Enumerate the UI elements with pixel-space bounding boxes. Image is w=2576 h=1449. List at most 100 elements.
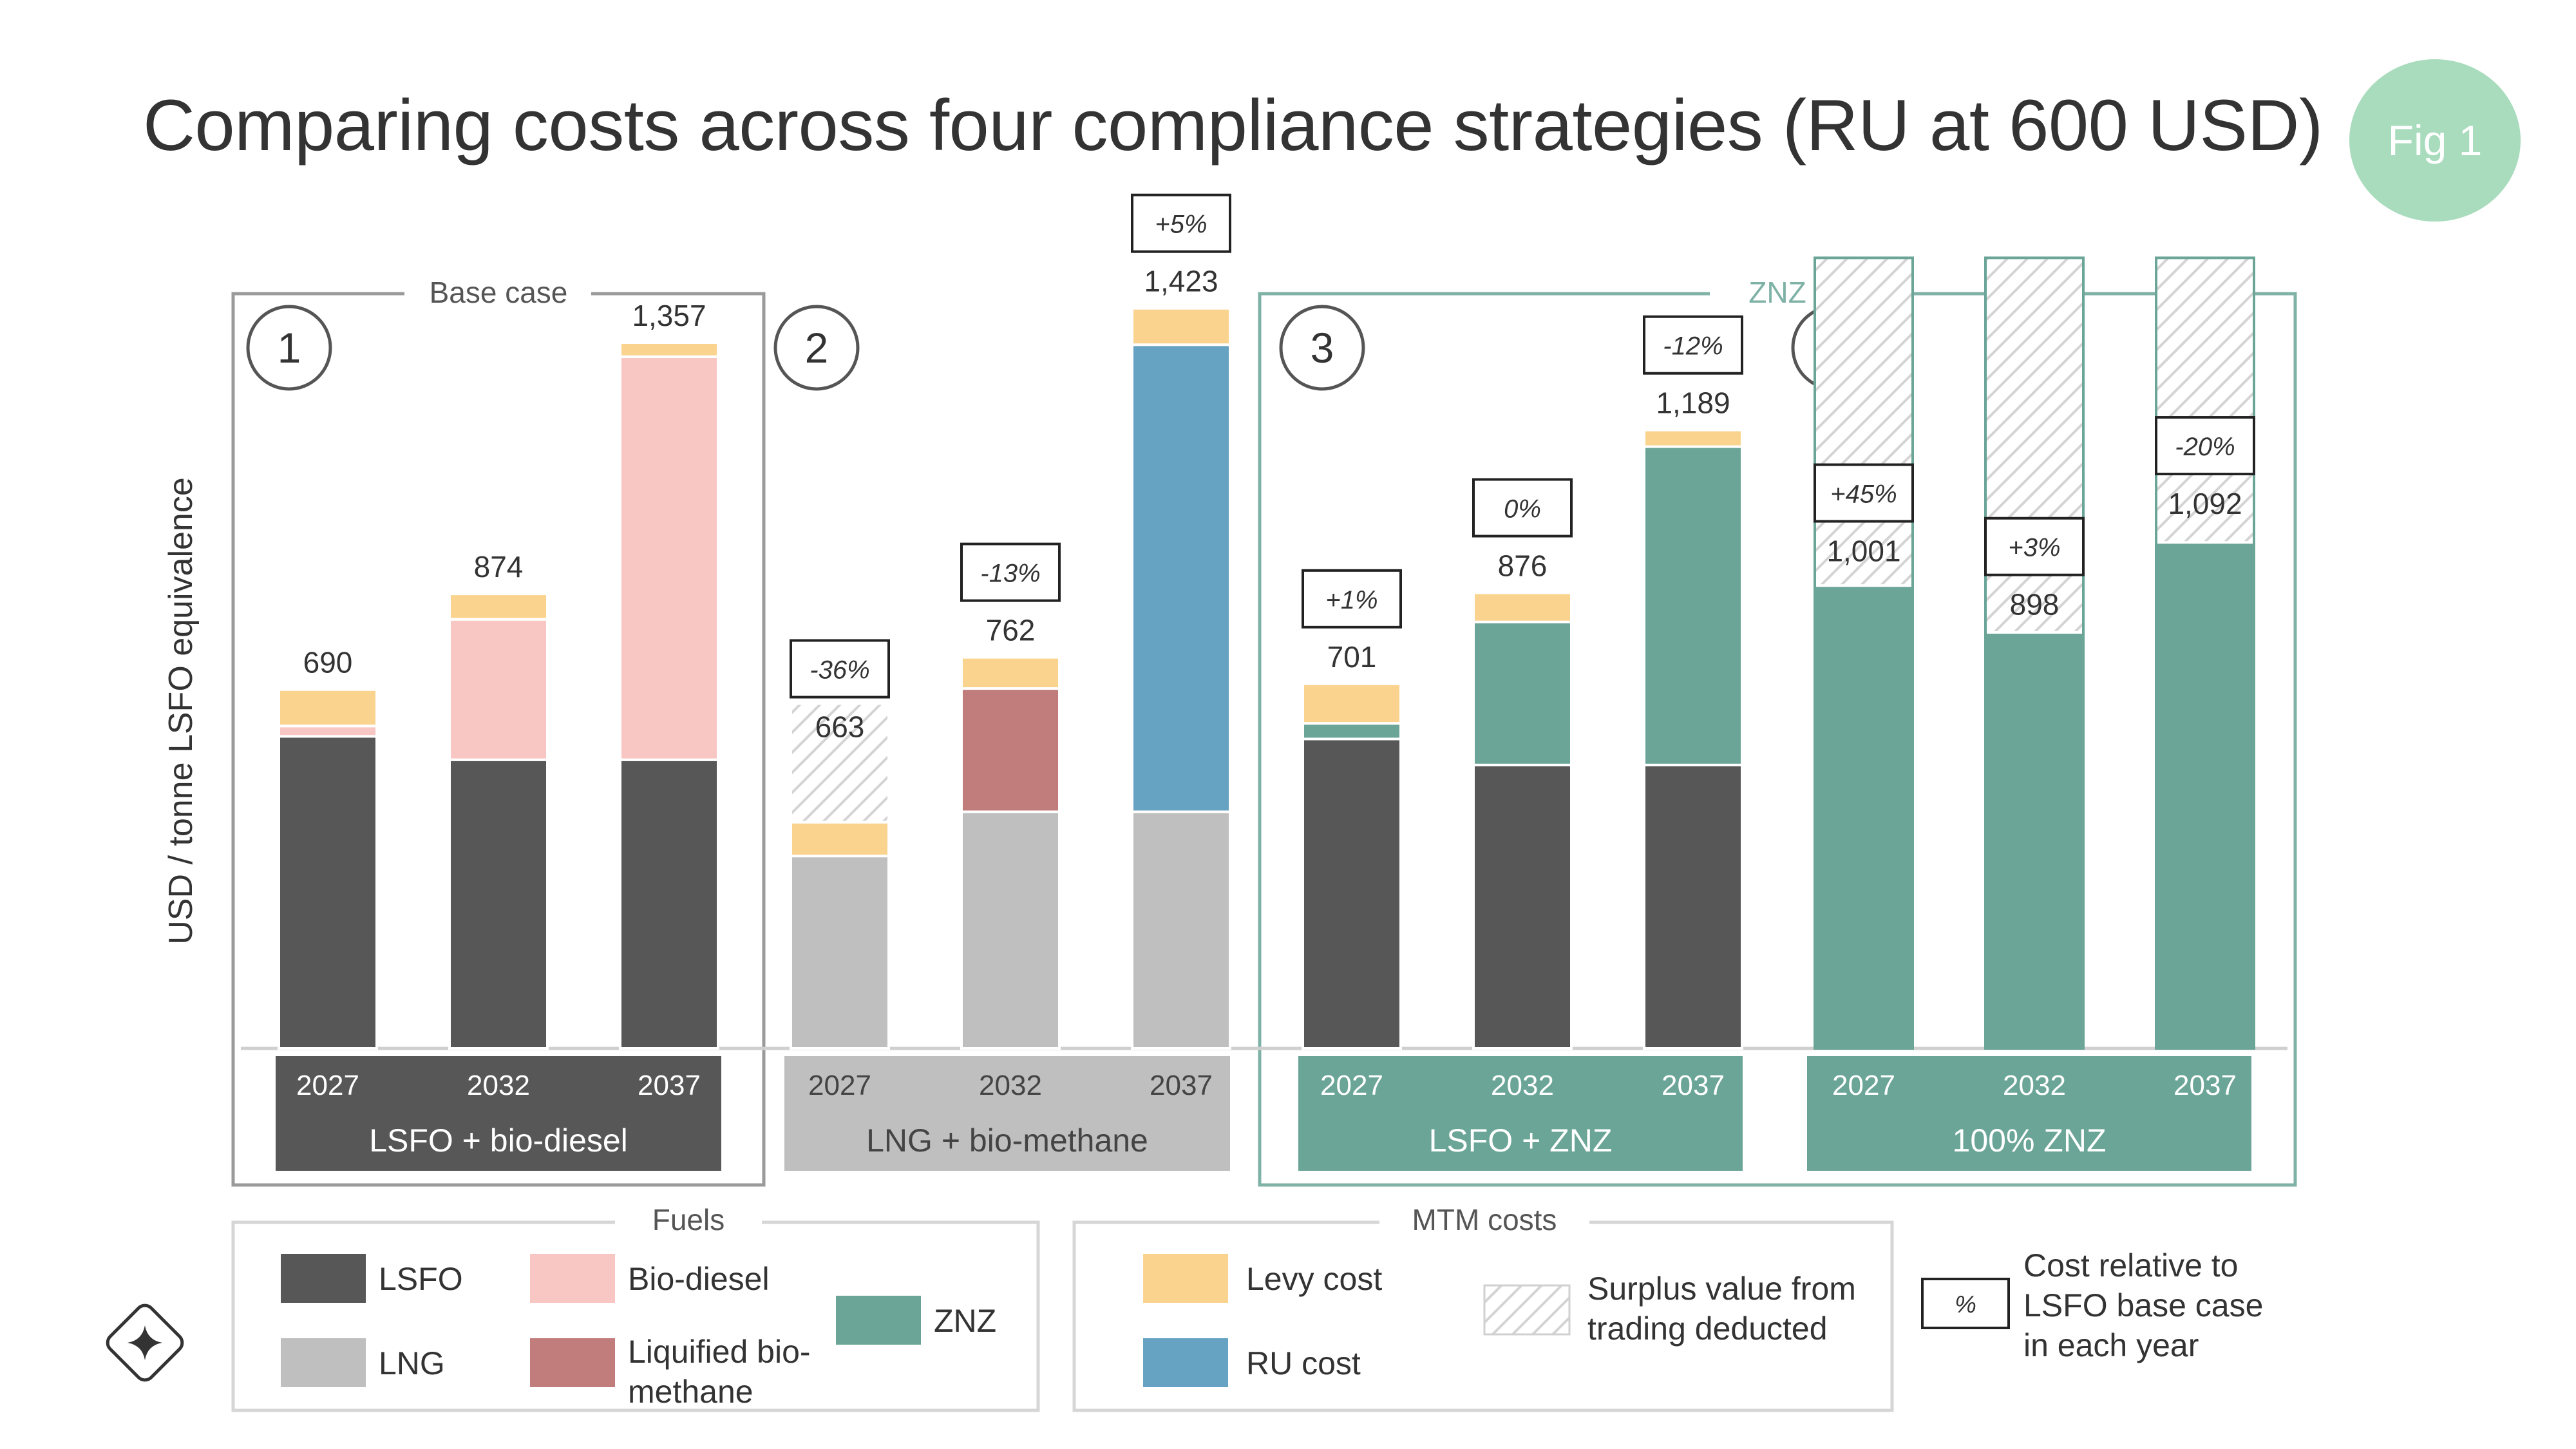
pct-change-box (1984, 516, 2085, 576)
group-frame-base-case-label: Base case (430, 276, 568, 309)
data-label: 1,357 (632, 299, 706, 332)
group-name: LNG + bio-methane (866, 1122, 1148, 1159)
group-name: LSFO + bio-diesel (369, 1122, 628, 1159)
legend-label-lsfo: LSFO (379, 1261, 463, 1297)
legend-label-bio-diesel: Bio-diesel (628, 1261, 770, 1297)
group-band (1298, 1056, 1743, 1171)
bar-segment-levy-cost (1131, 307, 1231, 346)
group-band (1807, 1056, 2251, 1171)
group-frame-znz-label: ZNZ (1748, 276, 1806, 309)
bar-segment-bio-diesel (278, 724, 378, 738)
x-tick-label: 2032 (1491, 1070, 1554, 1101)
legend-label-surplus-value-from-trading-deducted: trading deducted (1587, 1311, 1828, 1347)
pct-change-label: -13% (980, 560, 1040, 588)
legend-swatch-lsfo (281, 1254, 366, 1303)
bar-segment-znz (2155, 541, 2255, 1050)
bar-segment-ru-cost (1131, 343, 1231, 813)
figure-badge: Fig 1 (2349, 59, 2521, 222)
legend-pct-symbol: % (1955, 1291, 1976, 1318)
pct-change-box (790, 639, 890, 699)
group-band (276, 1056, 721, 1171)
group-number-circle (246, 305, 332, 391)
legend-label-surplus-value-from-trading-deducted: Surplus value from (1587, 1271, 1856, 1307)
data-label: 1,001 (1826, 535, 1900, 568)
pct-change-box (1814, 463, 1914, 523)
pct-change-box (2155, 416, 2255, 476)
data-label: 898 (2010, 588, 2060, 621)
group-number-circle (773, 305, 860, 391)
bar-segment-levy-cost (1643, 428, 1743, 448)
bar-segment-znz (1643, 445, 1743, 766)
bar-outline (1984, 256, 2085, 1050)
legend-label-lng: LNG (379, 1345, 445, 1381)
legend-pct-note: in each year (2023, 1327, 2199, 1363)
bar-segment-lsfo (1472, 763, 1573, 1050)
bar-outline (1814, 256, 1914, 1050)
x-tick-label: 2027 (1320, 1070, 1383, 1101)
legend-pct-box (1921, 1278, 2010, 1329)
data-label: 663 (815, 710, 865, 744)
x-tick-label: 2032 (979, 1070, 1042, 1101)
bar-segment-lsfo (619, 758, 719, 1050)
legend-fuels-title: Fuels (652, 1203, 724, 1236)
data-label: 876 (1498, 549, 1548, 583)
legend-label-liquified-bio-methane: Liquified bio- (628, 1334, 811, 1370)
legend-label-levy-cost: Levy cost (1246, 1261, 1382, 1297)
pct-change-label: -36% (810, 656, 869, 685)
pct-change-label: +45% (1830, 480, 1897, 509)
group-number-circle (1279, 305, 1365, 391)
legend-swatch-levy-cost (1143, 1254, 1228, 1303)
legend-swatch-ru-cost (1143, 1338, 1228, 1387)
legend-pct-note: Cost relative to (2023, 1247, 2238, 1283)
bar-segment-surplus-value-from-trading-deducted (1814, 256, 1914, 587)
pct-change-box (960, 542, 1061, 602)
group-name: LSFO + ZNZ (1429, 1122, 1613, 1159)
group-frame-base-case (231, 292, 766, 1187)
legend-swatch-surplus-value-from-trading-deducted (1483, 1284, 1571, 1336)
x-tick-label: 2027 (296, 1070, 359, 1101)
pct-change-box (1643, 315, 1743, 375)
x-tick-label: 2037 (2174, 1070, 2237, 1101)
group-number: 1 (278, 324, 301, 372)
pct-change-label: +1% (1325, 586, 1378, 614)
legend-label-znz: ZNZ (934, 1303, 996, 1339)
bar-segment-znz (1472, 620, 1573, 766)
legend-label-liquified-bio-methane: methane (628, 1374, 753, 1410)
x-tick-label: 2027 (808, 1070, 871, 1101)
bar-segment-liquified-bio-methane (960, 687, 1061, 813)
bar-segment-znz (1302, 722, 1402, 741)
legend-swatch-znz (836, 1296, 921, 1345)
legend-label-ru-cost: RU cost (1246, 1345, 1361, 1381)
bar-segment-levy-cost (960, 656, 1061, 690)
bar-segment-lsfo (1302, 737, 1402, 1050)
bar-segment-levy-cost (278, 688, 378, 728)
bar-segment-levy-cost (1302, 682, 1402, 725)
bar-segment-surplus-value-from-trading-deducted (790, 702, 890, 824)
group-frame-znz (1258, 292, 2297, 1187)
bar-outline (2155, 256, 2255, 1050)
legend-pct-note: LSFO base case (2023, 1287, 2263, 1323)
pct-change-label: -12% (1663, 332, 1723, 361)
x-tick-label: 2037 (1662, 1070, 1725, 1101)
y-axis-label: USD / tonne LSFO equivalence (162, 477, 200, 945)
pct-change-box (1302, 569, 1402, 629)
data-label: 1,423 (1144, 265, 1218, 298)
legend-swatch-bio-diesel (530, 1254, 615, 1303)
bar-segment-lsfo (278, 735, 378, 1050)
data-label: 690 (303, 646, 353, 679)
data-label: 1,189 (1656, 386, 1730, 420)
x-tick-label: 2037 (638, 1070, 701, 1101)
legend-swatch-lng (281, 1338, 366, 1387)
x-tick-label: 2032 (467, 1070, 530, 1101)
data-label: 1,092 (2168, 487, 2242, 520)
bar-segment-bio-diesel (619, 355, 719, 761)
bar-segment-levy-cost (448, 592, 549, 621)
legend-swatch-liquified-bio-methane (530, 1338, 615, 1387)
data-label: 762 (986, 614, 1036, 647)
bar-segment-lsfo (448, 758, 549, 1050)
group-number: 3 (1311, 324, 1334, 372)
group-name: 100% ZNZ (1953, 1122, 2107, 1159)
bar-segment-lsfo (1643, 763, 1743, 1050)
data-label: 874 (474, 550, 524, 583)
